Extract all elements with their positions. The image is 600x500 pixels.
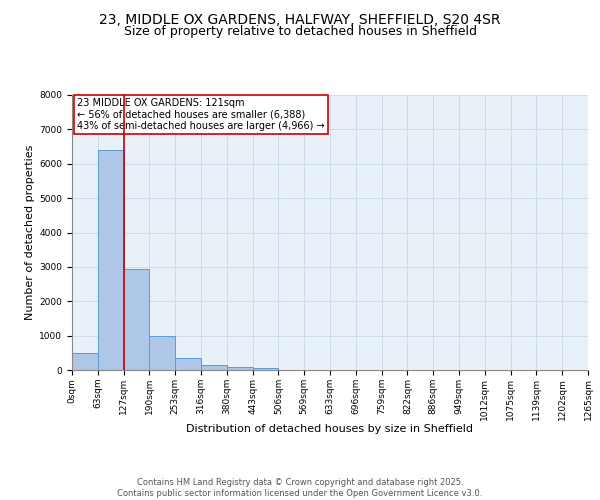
Y-axis label: Number of detached properties: Number of detached properties: [25, 145, 35, 320]
Text: 23, MIDDLE OX GARDENS, HALFWAY, SHEFFIELD, S20 4SR: 23, MIDDLE OX GARDENS, HALFWAY, SHEFFIEL…: [99, 12, 501, 26]
Text: Size of property relative to detached houses in Sheffield: Size of property relative to detached ho…: [124, 25, 476, 38]
Bar: [227, 366, 253, 370]
Text: 23 MIDDLE OX GARDENS: 121sqm
← 56% of detached houses are smaller (6,388)
43% of: 23 MIDDLE OX GARDENS: 121sqm ← 56% of de…: [77, 98, 325, 131]
Bar: [72, 353, 98, 370]
Bar: [175, 358, 201, 370]
Bar: [149, 336, 175, 370]
X-axis label: Distribution of detached houses by size in Sheffield: Distribution of detached houses by size …: [187, 424, 473, 434]
Bar: [98, 150, 124, 370]
Bar: [124, 268, 149, 370]
Text: Contains HM Land Registry data © Crown copyright and database right 2025.
Contai: Contains HM Land Registry data © Crown c…: [118, 478, 482, 498]
Bar: [253, 368, 278, 370]
Bar: [201, 365, 227, 370]
